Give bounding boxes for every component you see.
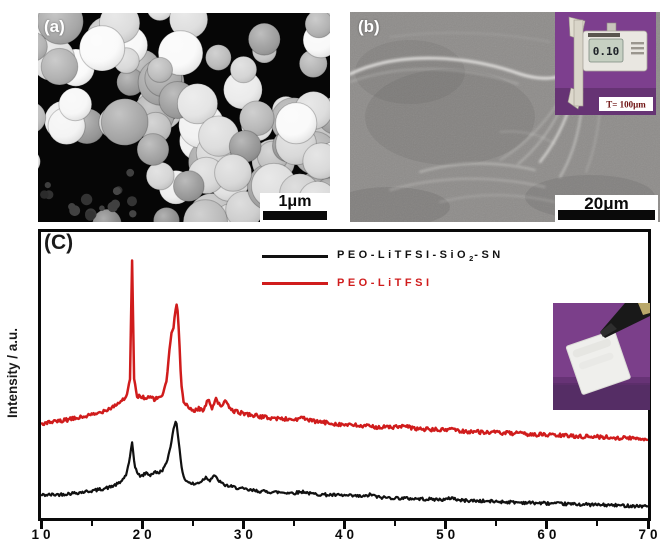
panel-b-scalebar-bar <box>558 210 655 220</box>
x-major-tick <box>39 521 43 529</box>
caliper-brand-band <box>588 33 620 37</box>
panel-b-sem-image: (b) 0.10 <box>350 12 660 222</box>
x-minor-tick <box>292 521 295 526</box>
panel-a-sem-image: (a) 1μm <box>38 13 330 222</box>
xrd-plot-box <box>38 229 651 521</box>
x-minor-tick <box>191 521 194 526</box>
legend-label: PEO-LiTFSI-SiO2-SN <box>337 249 504 264</box>
x-tick-label: 30 <box>233 527 257 542</box>
panel-a-label: (a) <box>44 17 65 36</box>
sem-spheres-drawing <box>38 13 330 222</box>
caliper-beam <box>573 19 584 107</box>
legend-label: PEO-LiTFSI <box>337 277 433 289</box>
white-membrane-sheet <box>565 329 631 395</box>
x-tick-label: 20 <box>132 527 156 542</box>
membrane-photo-drawing <box>553 303 650 410</box>
series-curve-black <box>41 420 648 509</box>
x-minor-tick <box>394 521 397 526</box>
legend-row-0: PEO-LiTFSI-SiO2-SN <box>262 249 504 263</box>
x-minor-tick <box>90 521 93 526</box>
tweezers <box>600 303 650 338</box>
x-major-tick <box>140 521 144 529</box>
x-minor-tick <box>495 521 498 526</box>
series-curve-red <box>41 259 648 442</box>
caliper-caption-text: T= 100μm <box>606 100 646 110</box>
x-tick-label: 60 <box>537 527 561 542</box>
panel-a-scalebar-label: 1μm <box>278 193 312 210</box>
legend-row-1: PEO-LiTFSI <box>262 277 433 289</box>
legend-line-swatch <box>262 281 328 285</box>
x-tick-label: 10 <box>31 527 55 542</box>
panel-b-scalebar-label: 20μm <box>584 194 629 213</box>
x-tick-label: 50 <box>436 527 460 542</box>
panel-b-label: (b) <box>358 17 380 36</box>
membrane-inset-photo <box>553 303 650 410</box>
panel-b-scalebar: 20μm <box>555 195 658 222</box>
panel-a-scalebar-bar <box>263 211 327 220</box>
caliper-lcd <box>588 38 624 63</box>
xrd-curves <box>41 259 648 509</box>
caliper-caption-box <box>599 97 653 111</box>
legend-line-swatch <box>262 254 328 258</box>
caliper-inset-photo: 0.10 T= 100μm <box>555 12 656 115</box>
x-tick-label: 40 <box>334 527 359 542</box>
caliper-lcd-reading: 0.10 <box>593 45 620 58</box>
panel-a-scalebar: 1μm <box>260 193 330 222</box>
x-tick-label: 70 <box>638 527 662 542</box>
caliper-drawing: 0.10 T= 100μm <box>555 12 656 115</box>
x-major-tick <box>545 521 549 529</box>
x-minor-tick <box>596 521 599 526</box>
x-major-tick <box>646 521 650 529</box>
panel-c-label: (C) <box>44 231 74 254</box>
x-major-tick <box>241 521 245 529</box>
y-axis-label: Intensity / a.u. <box>5 327 20 419</box>
x-major-tick <box>343 521 346 529</box>
x-major-tick <box>444 521 448 529</box>
